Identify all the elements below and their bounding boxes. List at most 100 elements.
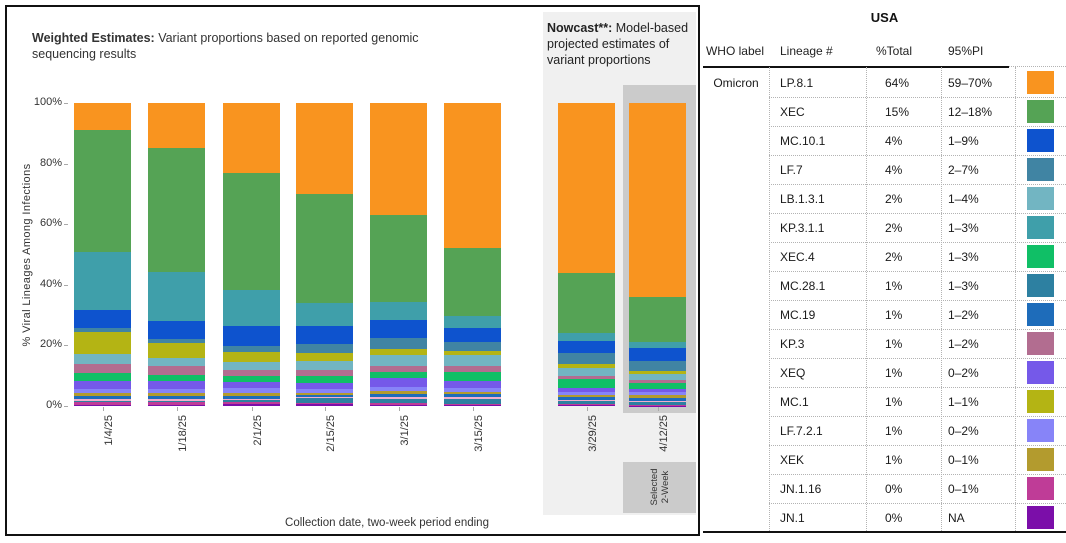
stacked-bar[interactable] [148, 103, 205, 406]
bar-segment[interactable] [223, 402, 280, 405]
bar-segment[interactable] [74, 130, 131, 252]
bar-segment[interactable] [629, 374, 686, 381]
bar-segment[interactable] [444, 397, 501, 399]
bar-segment[interactable] [629, 103, 686, 297]
bar-segment[interactable] [148, 366, 205, 376]
bar-segment[interactable] [148, 375, 205, 382]
bar-segment[interactable] [148, 148, 205, 273]
bar-segment[interactable] [296, 394, 353, 397]
bar-segment[interactable] [558, 404, 615, 406]
bar-segment[interactable] [558, 387, 615, 393]
bar-segment[interactable] [370, 403, 427, 405]
stacked-bar[interactable] [558, 103, 615, 406]
bar-segment[interactable] [74, 393, 131, 397]
bar-segment[interactable] [296, 389, 353, 393]
bar-segment[interactable] [296, 383, 353, 390]
bar-segment[interactable] [370, 348, 427, 355]
bar-segment[interactable] [629, 392, 686, 396]
bar-segment[interactable] [370, 214, 427, 303]
bar-segment[interactable] [629, 397, 686, 401]
bar-segment[interactable] [370, 404, 427, 406]
bar-segment[interactable] [223, 172, 280, 290]
bar-segment[interactable] [148, 272, 205, 321]
bar-segment[interactable] [296, 343, 353, 353]
bar-segment[interactable] [370, 391, 427, 395]
bar-segment[interactable] [629, 404, 686, 406]
bar-segment[interactable] [444, 392, 501, 395]
bar-segment[interactable] [74, 388, 131, 394]
bar-segment[interactable] [370, 338, 427, 349]
bar-segment[interactable] [558, 340, 615, 353]
bar-segment[interactable] [444, 365, 501, 372]
bar-segment[interactable] [444, 315, 501, 329]
bar-segment[interactable] [74, 332, 131, 354]
bar-segment[interactable] [148, 343, 205, 359]
bar-segment[interactable] [629, 401, 686, 405]
bar-segment[interactable] [629, 342, 686, 349]
bar-segment[interactable] [74, 401, 131, 403]
bar-segment[interactable] [148, 393, 205, 397]
bar-segment[interactable] [444, 405, 501, 406]
bar-segment[interactable] [74, 402, 131, 405]
bar-segment[interactable] [223, 398, 280, 401]
bar-segment[interactable] [444, 341, 501, 351]
bar-segment[interactable] [74, 327, 131, 333]
bar-segment[interactable] [223, 351, 280, 363]
bar-segment[interactable] [558, 379, 615, 388]
bar-segment[interactable] [148, 381, 205, 389]
bar-segment[interactable] [223, 400, 280, 403]
bar-segment[interactable] [444, 388, 501, 393]
bar-segment[interactable] [370, 371, 427, 378]
bar-segment[interactable] [223, 369, 280, 376]
bar-segment[interactable] [296, 360, 353, 370]
bar-segment[interactable] [148, 404, 205, 406]
bar-segment[interactable] [558, 103, 615, 273]
bar-segment[interactable] [223, 395, 280, 399]
bar-segment[interactable] [370, 397, 427, 399]
bar-segment[interactable] [558, 272, 615, 334]
bar-segment[interactable] [444, 380, 501, 389]
bar-segment[interactable] [223, 392, 280, 396]
bar-segment[interactable] [74, 396, 131, 399]
bar-segment[interactable] [74, 373, 131, 382]
bar-segment[interactable] [444, 350, 501, 356]
bar-segment[interactable] [148, 398, 205, 402]
bar-segment[interactable] [629, 360, 686, 372]
stacked-bar[interactable] [296, 103, 353, 406]
bar-segment[interactable] [74, 364, 131, 374]
bar-segment[interactable] [74, 103, 131, 131]
bar-segment[interactable] [148, 401, 205, 403]
bar-segment[interactable] [558, 401, 615, 404]
bar-segment[interactable] [370, 386, 427, 392]
bar-segment[interactable] [629, 383, 686, 390]
bar-segment[interactable] [370, 354, 427, 366]
bar-segment[interactable] [444, 355, 501, 366]
bar-segment[interactable] [148, 388, 205, 394]
bar-segment[interactable] [558, 395, 615, 398]
bar-segment[interactable] [370, 398, 427, 404]
bar-segment[interactable] [629, 400, 686, 402]
bar-segment[interactable] [558, 333, 615, 341]
bar-segment[interactable] [296, 325, 353, 344]
bar-segment[interactable] [629, 389, 686, 393]
bar-segment[interactable] [370, 302, 427, 321]
bar-segment[interactable] [74, 251, 131, 310]
bar-segment[interactable] [74, 404, 131, 406]
bar-segment[interactable] [629, 296, 686, 343]
bar-segment[interactable] [296, 392, 353, 395]
bar-segment[interactable] [296, 302, 353, 326]
bar-segment[interactable] [296, 397, 353, 403]
stacked-bar[interactable] [223, 103, 280, 406]
bar-segment[interactable] [296, 375, 353, 384]
bar-segment[interactable] [558, 403, 615, 405]
bar-segment[interactable] [296, 402, 353, 405]
bar-segment[interactable] [148, 402, 205, 405]
bar-segment[interactable] [558, 375, 615, 380]
bar-segment[interactable] [74, 398, 131, 402]
bar-segment[interactable] [296, 396, 353, 398]
bar-segment[interactable] [223, 381, 280, 389]
stacked-bar[interactable] [370, 103, 427, 406]
bar-segment[interactable] [223, 404, 280, 406]
bar-segment[interactable] [223, 289, 280, 326]
bar-segment[interactable] [223, 345, 280, 352]
